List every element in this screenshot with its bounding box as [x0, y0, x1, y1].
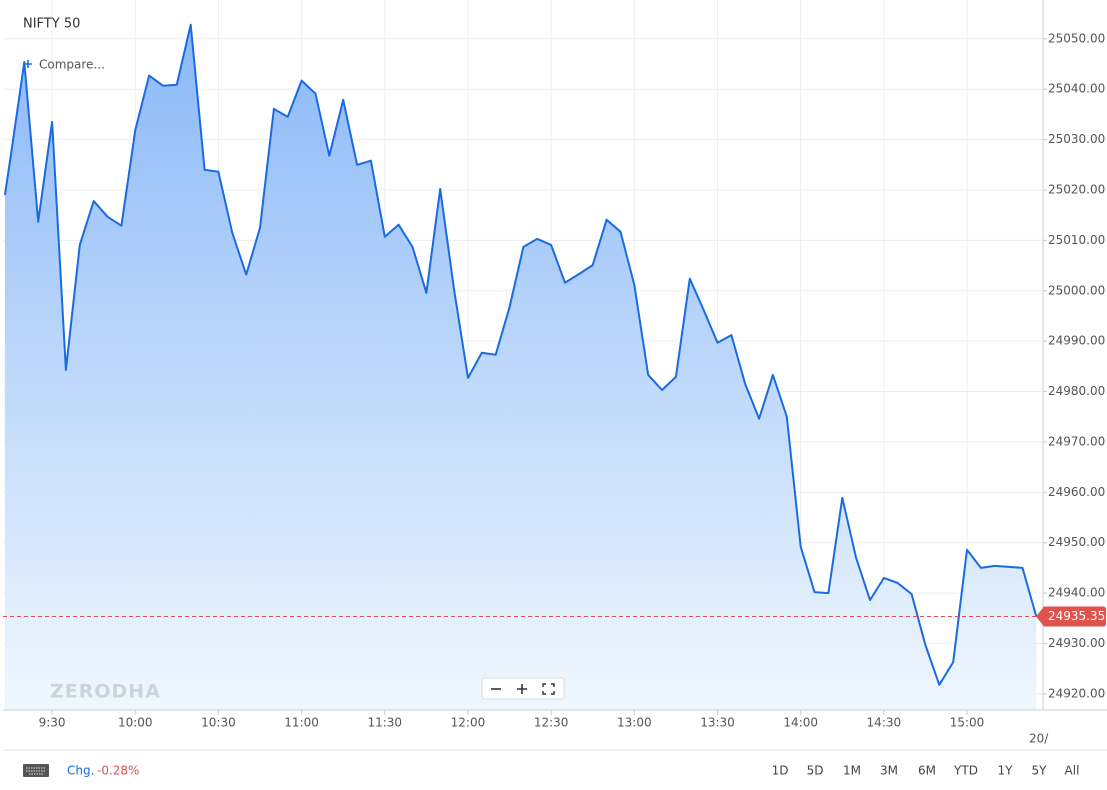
date-label: 20/: [1029, 732, 1049, 746]
range-button[interactable]: 1D: [772, 764, 789, 778]
range-button[interactable]: 1M: [843, 764, 861, 778]
watermark: ZERODHA: [50, 681, 161, 703]
y-tick-label: 24920.00: [1048, 686, 1105, 700]
change-value: -0.28%: [97, 764, 139, 778]
x-tick-label: 10:30: [201, 716, 236, 730]
y-tick-label: 24950.00: [1048, 535, 1105, 549]
zoom-in[interactable]: [517, 684, 527, 694]
y-tick-label: 25050.00: [1048, 31, 1105, 45]
range-button[interactable]: 3M: [880, 764, 898, 778]
y-tick-label: 25030.00: [1048, 132, 1105, 146]
x-tick-label: 13:30: [700, 716, 735, 730]
y-tick-label: 24970.00: [1048, 434, 1105, 448]
x-tick-label: 13:00: [617, 716, 652, 730]
area-fill: [4, 24, 1037, 710]
x-tick-label: 9:30: [39, 716, 66, 730]
change-label: Chg.: [67, 764, 94, 778]
x-tick-label: 14:30: [867, 716, 902, 730]
last-price-label: 24935.35: [1048, 609, 1105, 623]
x-tick-label: 10:00: [118, 716, 153, 730]
y-tick-label: 25040.00: [1048, 82, 1105, 96]
range-button[interactable]: 5D: [807, 764, 824, 778]
y-tick-label: 24980.00: [1048, 384, 1105, 398]
range-button[interactable]: 6M: [918, 764, 936, 778]
price-line: [3, 23, 1038, 686]
x-tick-label: 15:00: [950, 716, 985, 730]
x-tick-label: 14:00: [783, 716, 818, 730]
range-button[interactable]: 1Y: [998, 764, 1014, 778]
x-tick-label: 12:00: [451, 716, 486, 730]
range-button[interactable]: YTD: [953, 764, 978, 778]
y-tick-label: 24940.00: [1048, 586, 1105, 600]
last-price-tag: [1036, 606, 1106, 627]
chart-title: NIFTY 50: [23, 17, 80, 32]
y-tick-label: 24960.00: [1048, 485, 1105, 499]
compare-button[interactable]: Compare...: [24, 58, 105, 72]
x-tick-label: 11:30: [367, 716, 402, 730]
x-tick-label: 11:00: [284, 716, 319, 730]
zoom-controls: [481, 677, 565, 700]
compare-icon: [24, 60, 32, 68]
y-tick-label: 24990.00: [1048, 334, 1105, 348]
y-tick-label: 24930.00: [1048, 636, 1105, 650]
y-tick-label: 25020.00: [1048, 182, 1105, 196]
x-tick-label: 12:30: [534, 716, 569, 730]
range-button[interactable]: All: [1065, 764, 1080, 778]
keyboard-icon[interactable]: [23, 764, 49, 777]
keyboard-keys: [26, 767, 46, 775]
y-tick-label: 25000.00: [1048, 283, 1105, 297]
y-tick-label: 25010.00: [1048, 233, 1105, 247]
compare-label[interactable]: Compare...: [39, 58, 105, 72]
range-button[interactable]: 5Y: [1032, 764, 1048, 778]
fullscreen[interactable]: [542, 683, 555, 695]
